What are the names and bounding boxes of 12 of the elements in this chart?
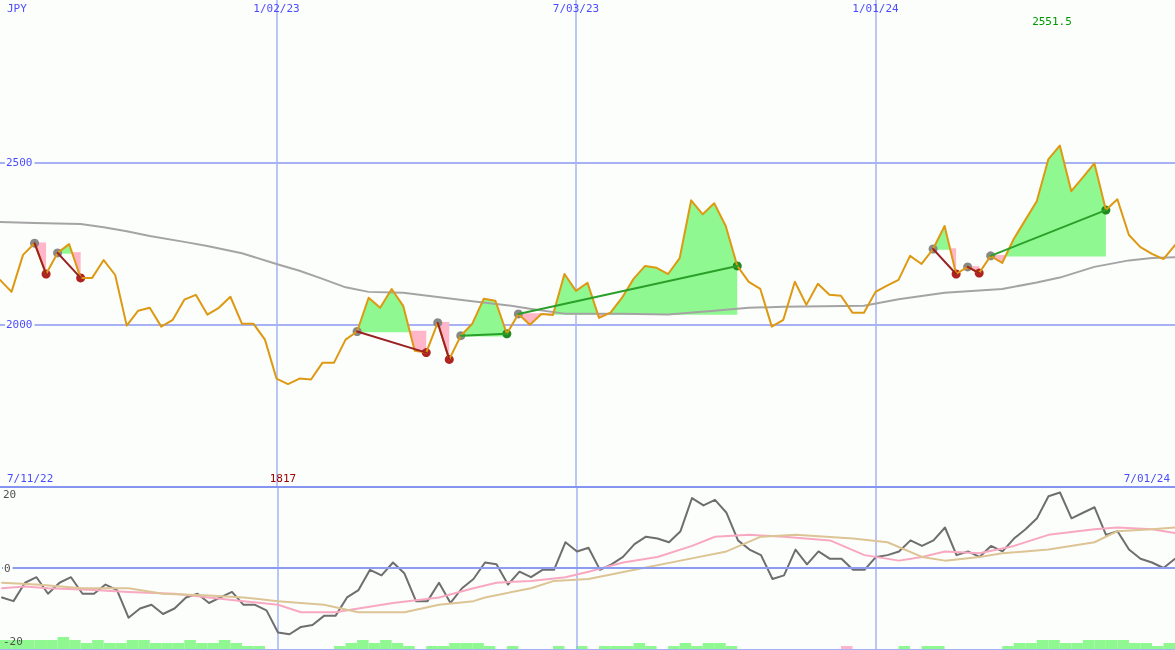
annotation: 7/11/22 bbox=[7, 471, 54, 485]
y-tick-label: 20 bbox=[3, 487, 17, 501]
x-tick-label: 1/02/23 bbox=[253, 2, 300, 15]
annotation: 2551.5 bbox=[1032, 14, 1072, 28]
x-tick-label: 1/01/24 bbox=[852, 2, 900, 15]
annotation: 1817 bbox=[269, 471, 297, 485]
x-tick-label: 7/03/23 bbox=[552, 2, 600, 15]
y-axis-title: JPY bbox=[7, 2, 28, 15]
annotation: 7/01/24 bbox=[1123, 471, 1171, 485]
y-tick-label: 2000 bbox=[6, 318, 33, 332]
y-tick-label: 0 bbox=[4, 561, 11, 575]
y-tick-label: 2500 bbox=[6, 155, 33, 169]
